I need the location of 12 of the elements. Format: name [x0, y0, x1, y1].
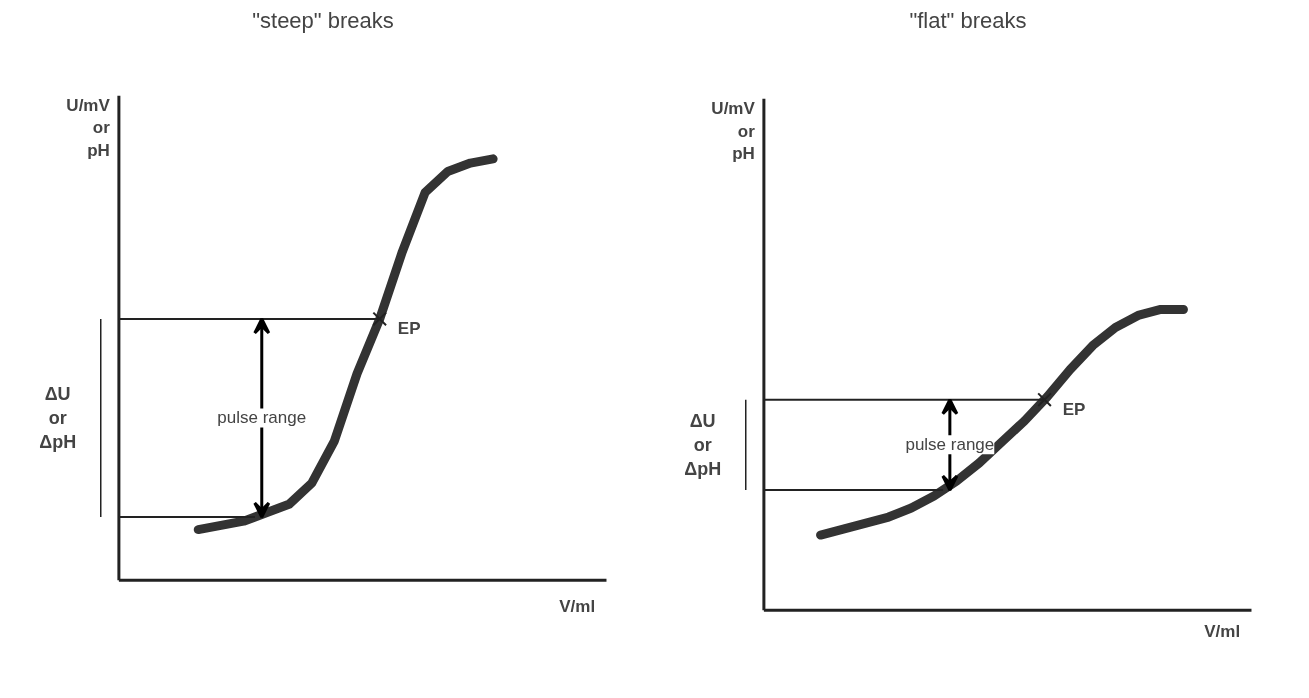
text: ΔU or ΔpH — [684, 410, 722, 479]
chart-title: "flat" breaks — [909, 7, 1027, 33]
annotation: pulse range — [905, 435, 995, 455]
annotation: pulse range — [217, 408, 307, 428]
x-axis-title: V/ml — [559, 597, 596, 617]
annotation: EP — [397, 318, 421, 338]
y-axis-title: U/mV or pH — [711, 98, 756, 164]
y-axis-title: U/mV or pH — [66, 95, 111, 161]
x-axis-title: V/ml — [1204, 622, 1241, 642]
chart-title: "steep" breaks — [252, 7, 394, 33]
text: ΔU or ΔpH — [39, 383, 77, 452]
annotation: EP — [1062, 399, 1086, 419]
